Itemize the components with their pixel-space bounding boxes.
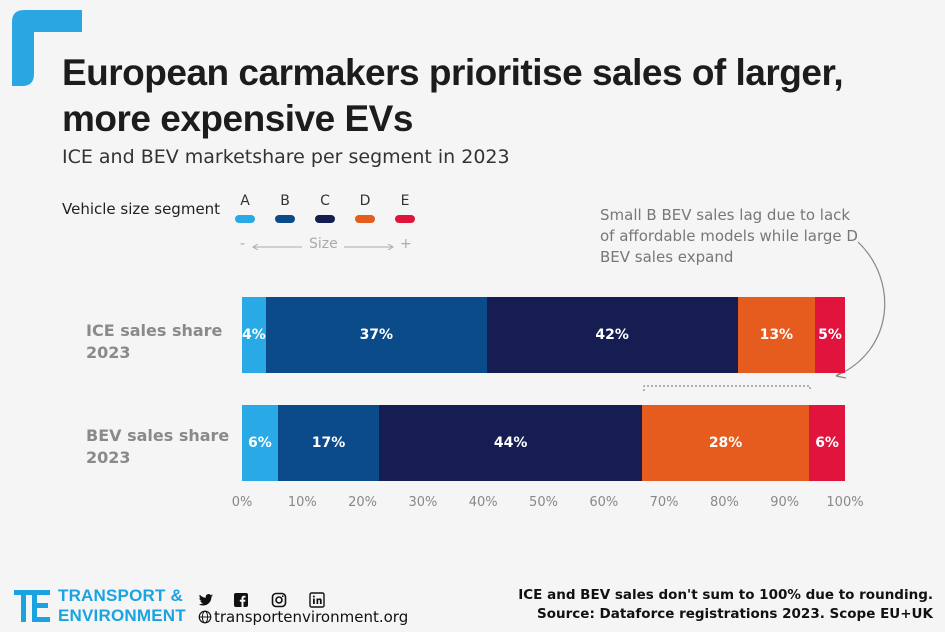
x-tick-label: 0% [231, 495, 253, 510]
x-tick-label: 100% [826, 495, 864, 510]
legend-label-d: D [359, 193, 371, 209]
x-tick-label: 30% [408, 495, 438, 510]
data-label: 6% [815, 435, 839, 451]
data-label: 37% [359, 327, 394, 343]
legend-swatch-c [315, 215, 335, 223]
bar-segment-b: 37% [265, 297, 487, 373]
arrow-right-icon [344, 244, 394, 250]
legend-swatch-d [355, 215, 375, 223]
bar-segment-e: 6% [809, 405, 845, 481]
x-tick-label: 90% [770, 495, 800, 510]
legend-swatch-a [235, 215, 255, 223]
arrow-left-icon [252, 244, 302, 250]
bar-segment-c: 42% [486, 297, 738, 373]
bar-bev: 6% 17% 44% 28% 6% [242, 405, 845, 481]
legend-label-a: A [240, 193, 250, 209]
legend-label-e: E [400, 193, 410, 209]
bar-ice: 4% 37% 42% 13% 5% [242, 297, 845, 373]
corner-bracket-icon [12, 10, 82, 86]
size-max: + [400, 236, 412, 252]
bar-segment-b: 17% [277, 405, 380, 481]
x-tick-label: 10% [287, 495, 317, 510]
linkedin-icon[interactable] [309, 592, 325, 608]
x-tick-label: 80% [709, 495, 739, 510]
legend-title: Vehicle size segment [62, 200, 221, 218]
chart-subtitle: ICE and BEV marketshare per segment in 2… [62, 146, 510, 168]
footnote-rounding: ICE and BEV sales don't sum to 100% due … [518, 587, 933, 603]
te-logo [14, 588, 54, 628]
chart-title: European carmakers prioritise sales of l… [62, 52, 844, 139]
facebook-icon[interactable] [233, 592, 249, 608]
footnote-source: Source: Dataforce registrations 2023. Sc… [537, 606, 933, 622]
x-tick-label: 20% [348, 495, 378, 510]
row-label-bev: BEV sales share 2023 [86, 425, 229, 469]
data-label: 44% [493, 435, 528, 451]
data-label: 6% [248, 435, 272, 451]
globe-icon [198, 610, 212, 624]
bar-segment-a: 4% [242, 297, 266, 373]
row-label-bev-line1: BEV sales share [86, 426, 230, 445]
data-label: 42% [595, 327, 629, 343]
legend-swatch-e [395, 215, 415, 223]
row-label-bev-line2: 2023 [86, 448, 131, 467]
te-logo-mark-icon [14, 590, 50, 622]
data-label: 28% [708, 435, 743, 451]
website-link[interactable]: transportenvironment.org [214, 608, 409, 626]
bar-segment-c: 44% [379, 405, 642, 481]
org-name-line1: TRANSPORT & [58, 586, 183, 605]
data-label: 17% [311, 435, 346, 451]
legend-label-b: B [280, 193, 290, 209]
org-name: TRANSPORT & ENVIRONMENT [58, 586, 186, 626]
row-label-ice: ICE sales share 2023 [86, 320, 222, 364]
data-label: 13% [759, 327, 794, 343]
legend-label-c: C [320, 193, 330, 209]
row-label-ice-line1: ICE sales share [86, 321, 223, 340]
data-label: 5% [818, 327, 842, 343]
bar-segment-e: 5% [815, 297, 845, 373]
footnote: ICE and BEV sales don't sum to 100% due … [518, 586, 933, 624]
row-label-ice-line2: 2023 [86, 343, 131, 362]
size-scale: - Size + [238, 236, 418, 254]
org-name-line2: ENVIRONMENT [58, 606, 186, 625]
bar-segment-a: 6% [242, 405, 278, 481]
size-min: - [240, 236, 246, 252]
size-label: Size [309, 236, 338, 252]
twitter-icon[interactable] [198, 592, 214, 608]
bar-segment-d: 28% [642, 405, 810, 481]
x-tick-label: 70% [649, 495, 679, 510]
data-label: 4% [242, 327, 266, 343]
x-tick-label: 40% [468, 495, 498, 510]
x-tick-label: 50% [529, 495, 558, 510]
instagram-icon[interactable] [271, 592, 287, 608]
annotation-text: Small B BEV sales lag due to lack of aff… [600, 206, 858, 266]
legend-swatch-b [275, 215, 295, 223]
bar-segment-d: 13% [737, 297, 816, 373]
x-tick-label: 60% [589, 495, 619, 510]
